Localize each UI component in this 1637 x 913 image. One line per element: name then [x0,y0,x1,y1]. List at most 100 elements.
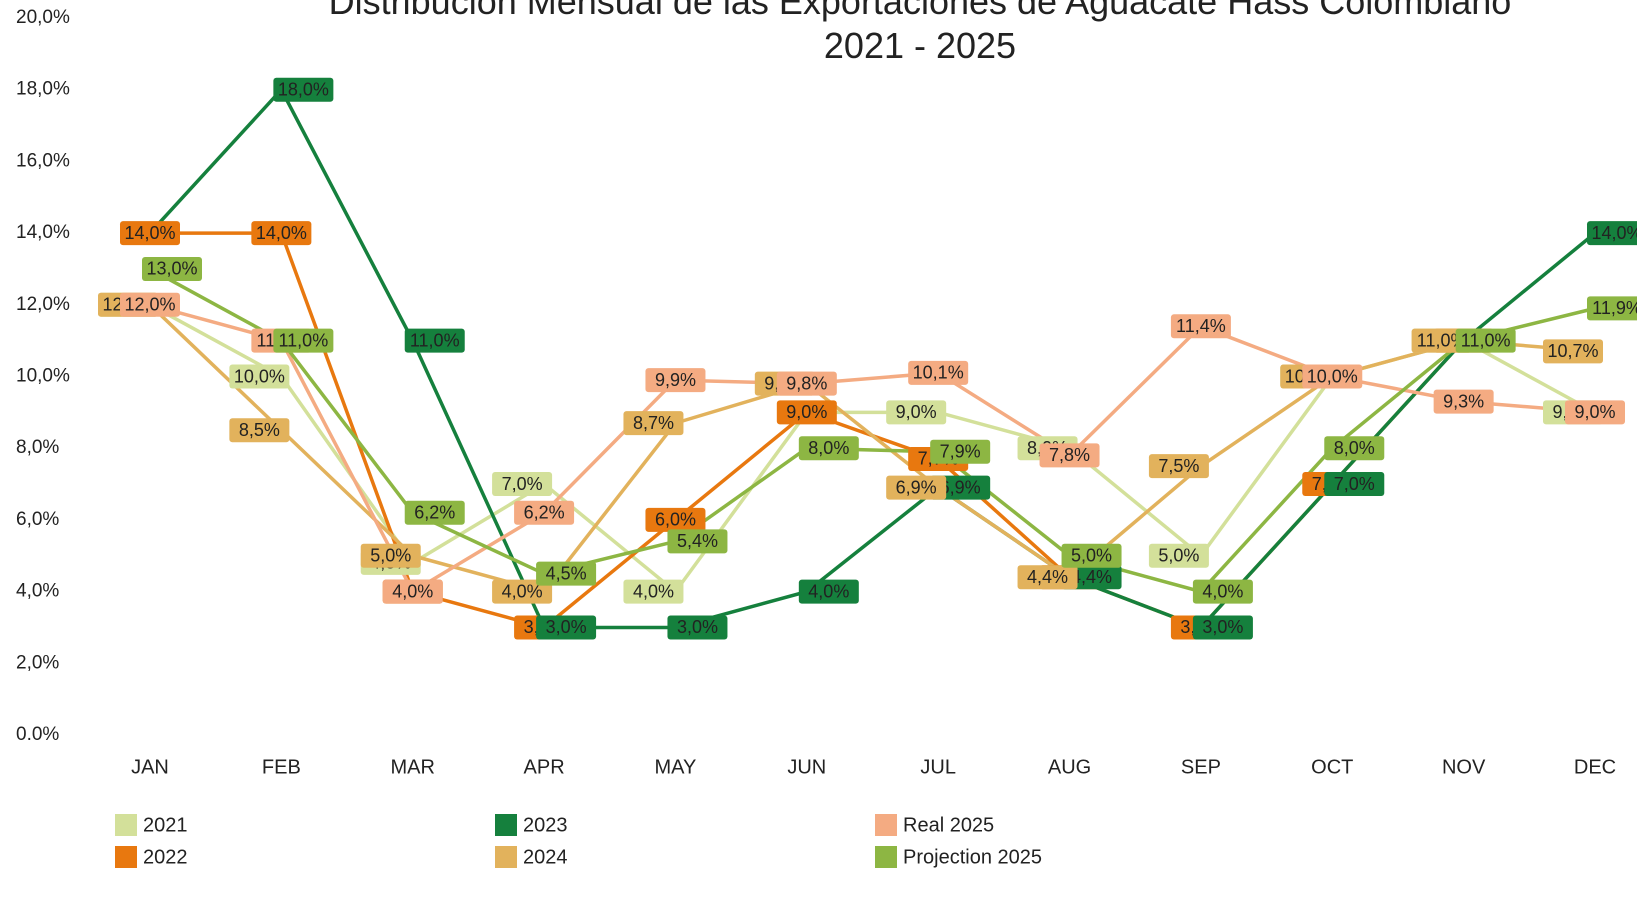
legend-label: Real 2025 [903,814,994,836]
label-text: 5,0% [1071,546,1112,566]
label-text: 9,8% [786,373,827,393]
label-text: 11,0% [279,330,329,350]
data-label: 5,0% [361,544,421,568]
label-text: 10,7% [1547,341,1598,361]
label-text: 9,3% [1443,391,1484,411]
x-tick-label: OCT [1311,756,1353,778]
y-tick-label: 6,0% [16,509,59,530]
data-label: 14,0% [120,221,180,245]
label-text: 14,0% [1591,223,1637,243]
data-label: 4,0% [623,580,683,604]
legend-label: 2023 [523,814,568,836]
legend-swatch [495,846,517,868]
data-label: 4,0% [1193,580,1253,604]
label-text: 18,0% [278,79,329,99]
legend-label: Projection 2025 [903,846,1042,868]
label-text: 6,2% [524,502,565,522]
label-text: 10,1% [913,363,964,383]
data-label: 10,0% [1302,365,1362,389]
data-label: 9,3% [1434,390,1494,414]
legend-swatch [115,846,137,868]
label-text: 4,0% [808,581,849,601]
data-label: 7,0% [492,472,552,496]
x-tick-label: JUN [787,756,826,778]
data-label: 8,5% [229,418,289,442]
x-tick-label: AUG [1048,756,1091,778]
series-line [150,269,1595,592]
data-label: 7,8% [1040,443,1100,467]
data-label: 6,2% [405,501,465,525]
data-label: 9,8% [777,372,837,396]
label-text: 6,2% [414,502,455,522]
label-text: 8,7% [633,413,674,433]
data-label: 10,0% [229,365,289,389]
data-label: 10,7% [1543,339,1603,363]
label-text: 8,5% [239,420,280,440]
y-tick-label: 2,0% [16,652,59,673]
data-label: 6,0% [645,508,705,532]
series-line [150,233,1464,627]
data-label: 10,1% [908,361,968,385]
label-text: 12,0% [124,295,175,315]
data-label: 5,4% [667,529,727,553]
legend-swatch [115,814,137,836]
data-label: 11,9% [1587,296,1637,320]
data-label: 4,0% [799,580,859,604]
chart: Distribución Mensual de las Exportacione… [0,0,1637,908]
data-label: 4,0% [383,580,443,604]
label-text: 13,0% [146,259,197,279]
legend-swatch [495,814,517,836]
legend-swatch [875,846,897,868]
label-text: 9,0% [786,402,827,422]
label-text: 8,0% [1334,438,1375,458]
data-label: 5,0% [1062,544,1122,568]
page: Distribución Mensual de las Exportacione… [0,0,1637,913]
y-tick-label: 10,0% [16,366,70,387]
data-label: 6,2% [514,501,574,525]
label-text: 11,9% [1592,298,1637,318]
label-text: 10,0% [1307,366,1358,386]
label-text: 7,0% [502,474,543,494]
data-label: 3,0% [667,615,727,639]
x-tick-label: APR [524,756,565,778]
label-text: 3,0% [546,617,587,637]
data-label: 8,0% [1324,436,1384,460]
label-text: 4,4% [1027,567,1068,587]
label-text: 11,4% [1176,316,1226,336]
data-label: 9,0% [1565,400,1625,424]
x-tick-label: MAR [391,756,435,778]
data-label: 8,7% [623,411,683,435]
x-tick-label: JUL [920,756,956,778]
data-label: 13,0% [142,257,202,281]
legend-label: 2021 [143,814,188,836]
label-text: 4,0% [392,581,433,601]
data-label: 9,9% [645,368,705,392]
y-tick-label: 16,0% [16,150,70,171]
label-text: 5,0% [1158,546,1199,566]
data-label: 12,0% [120,293,180,317]
y-tick-label: 0.0% [16,724,59,745]
data-label: 4,5% [536,562,596,586]
label-text: 7,9% [940,442,981,462]
label-text: 10,0% [234,366,285,386]
data-label: 14,0% [1587,221,1637,245]
y-tick-label: 20,0% [16,7,70,28]
label-text: 6,0% [655,510,696,530]
label-text: 7,0% [1334,474,1375,494]
label-text: 5,0% [370,546,411,566]
y-tick-label: 18,0% [16,79,70,100]
x-tick-label: JAN [131,756,169,778]
label-text: 5,4% [677,531,718,551]
data-label: 4,4% [1018,565,1078,589]
label-text: 11,0% [1461,330,1511,350]
label-text: 9,0% [1574,402,1615,422]
label-text: 4,0% [502,581,543,601]
label-text: 6,9% [896,477,937,497]
data-label: 9,0% [777,400,837,424]
y-tick-label: 12,0% [16,294,70,315]
chart-title: Distribución Mensual de las Exportacione… [329,0,1512,66]
label-text: 14,0% [124,223,175,243]
y-tick-label: 8,0% [16,437,59,458]
data-label: 11,0% [1456,329,1516,353]
label-text: 7,8% [1049,445,1090,465]
